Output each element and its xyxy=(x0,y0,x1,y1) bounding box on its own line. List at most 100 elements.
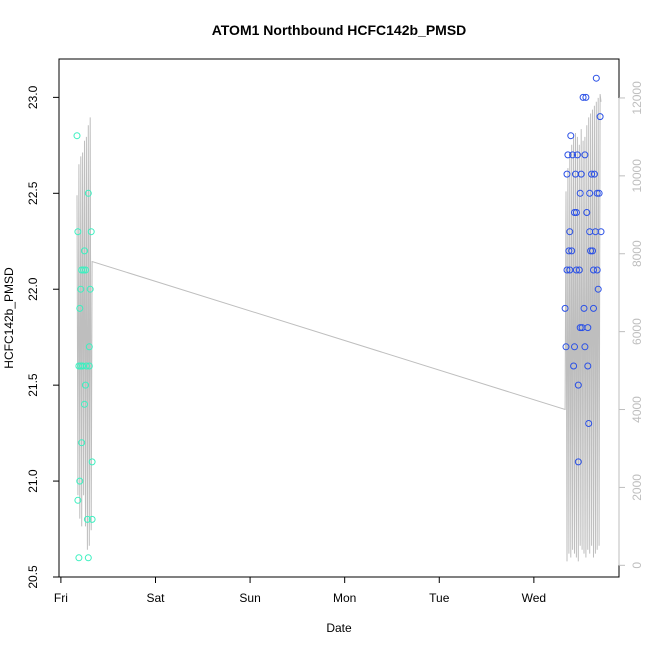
y2-tick-label: 8000 xyxy=(630,240,644,267)
y-axis: 20.5 21.0 21.5 22.0 22.5 23.0 xyxy=(26,85,60,589)
data-point xyxy=(562,343,570,351)
y-tick-label: 22.5 xyxy=(26,181,40,205)
data-point xyxy=(579,93,587,101)
data-point xyxy=(567,132,575,140)
data-point xyxy=(76,477,84,485)
y2-tick-label: 2000 xyxy=(630,474,644,501)
y-tick-label: 22.0 xyxy=(26,277,40,301)
data-point xyxy=(595,189,603,197)
data-point xyxy=(589,247,596,255)
data-point xyxy=(566,266,574,274)
data-point xyxy=(563,266,571,274)
data-point xyxy=(568,247,576,255)
data-point xyxy=(565,247,573,255)
data-point xyxy=(597,228,605,236)
data-point xyxy=(566,228,574,236)
y2-tick-label: 12000 xyxy=(630,81,644,115)
data-point xyxy=(75,362,83,370)
data-point xyxy=(569,151,577,159)
data-point xyxy=(84,189,92,197)
data-point xyxy=(588,170,596,178)
data-point xyxy=(584,362,592,370)
y-tick-label: 21.5 xyxy=(26,373,40,397)
data-point xyxy=(593,266,601,274)
data-point xyxy=(571,343,578,351)
data-point xyxy=(561,304,569,312)
y2-tick-label: 10000 xyxy=(630,159,644,193)
data-point xyxy=(586,189,594,197)
data-point xyxy=(570,362,578,370)
x-axis-label: Date xyxy=(326,621,352,635)
data-point xyxy=(87,228,95,236)
data-point xyxy=(73,132,81,140)
data-point xyxy=(82,266,89,274)
scatter-points xyxy=(73,74,605,562)
data-point xyxy=(584,324,592,332)
data-point xyxy=(581,151,589,159)
data-point xyxy=(572,266,580,274)
y-tick-label: 20.5 xyxy=(26,565,40,589)
data-point xyxy=(79,362,87,370)
data-point xyxy=(84,554,92,562)
data-point xyxy=(81,247,88,255)
data-point xyxy=(572,209,580,216)
data-point xyxy=(573,151,581,159)
data-point xyxy=(88,458,96,466)
data-point xyxy=(88,515,96,523)
data-point xyxy=(75,554,83,562)
secondary-series-line xyxy=(76,94,602,562)
x-tick-label: Mon xyxy=(333,591,356,605)
secondary-axis-line xyxy=(76,94,602,562)
data-point xyxy=(585,420,593,427)
y-tick-label: 23.0 xyxy=(26,85,40,109)
data-point xyxy=(596,113,604,121)
secondary-y-axis: 0 2000 4000 6000 8000 10000 12000 xyxy=(618,81,644,569)
data-point xyxy=(587,247,595,255)
y2-tick-label: 0 xyxy=(630,562,644,569)
data-point xyxy=(571,209,578,216)
data-point xyxy=(563,170,571,178)
x-tick-label: Fri xyxy=(54,591,68,605)
data-point xyxy=(592,74,600,82)
y-tick-label: 21.0 xyxy=(26,469,40,493)
x-tick-label: Tue xyxy=(429,591,450,605)
x-tick-label: Sat xyxy=(146,591,165,605)
data-point xyxy=(564,151,572,159)
data-point xyxy=(574,381,582,389)
data-point xyxy=(593,189,601,197)
y2-tick-label: 4000 xyxy=(630,396,644,423)
data-point xyxy=(78,439,86,447)
data-point xyxy=(590,304,597,312)
data-point xyxy=(82,381,89,389)
data-point xyxy=(85,362,93,370)
data-point xyxy=(574,458,582,466)
data-point xyxy=(80,266,88,274)
data-point xyxy=(582,93,590,101)
plot-frame xyxy=(58,58,620,578)
data-point xyxy=(576,189,584,197)
chart-title: ATOM1 Northbound HCFC142b_PMSD xyxy=(212,22,467,38)
x-axis: Fri Sat Sun Mon Tue Wed xyxy=(54,576,546,605)
data-point xyxy=(590,266,597,274)
x-tick-label: Sun xyxy=(239,591,260,605)
data-point xyxy=(78,266,86,274)
data-point xyxy=(74,228,82,236)
data-point xyxy=(580,304,588,312)
data-point xyxy=(590,170,598,178)
data-point xyxy=(74,496,82,504)
data-point xyxy=(82,362,90,370)
data-point xyxy=(83,515,91,523)
y2-tick-label: 6000 xyxy=(630,318,644,345)
y-axis-label: HCFC142b_PMSD xyxy=(2,267,16,369)
data-point xyxy=(575,266,583,274)
data-point xyxy=(76,304,84,312)
data-point xyxy=(577,170,585,178)
x-tick-label: Wed xyxy=(522,591,546,605)
data-point xyxy=(583,209,591,216)
data-point xyxy=(576,324,584,332)
data-point xyxy=(77,285,85,293)
data-point xyxy=(581,343,589,351)
data-point xyxy=(594,285,602,293)
data-point xyxy=(81,400,88,408)
